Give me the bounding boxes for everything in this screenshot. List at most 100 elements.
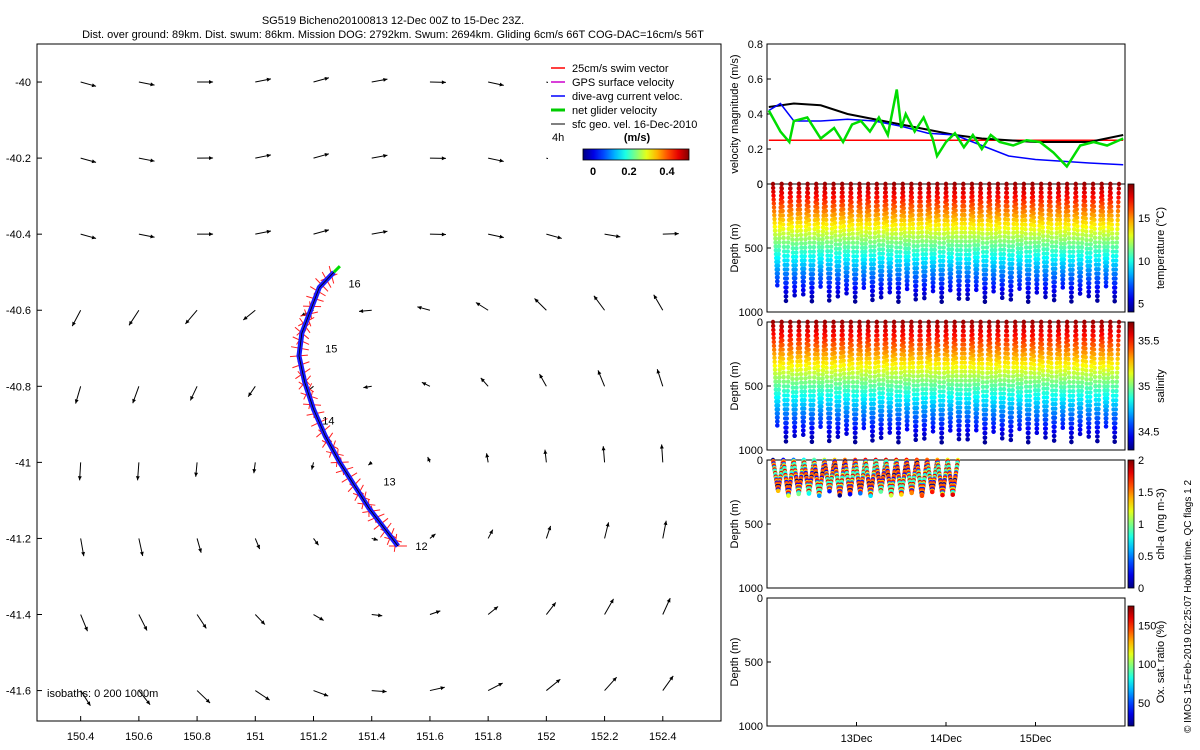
sample-point	[1092, 374, 1098, 380]
sample-point	[1045, 373, 1051, 378]
sample-point	[1013, 340, 1019, 345]
sample-point	[1010, 396, 1015, 402]
sample-point	[901, 348, 907, 354]
sample-point	[1071, 370, 1077, 375]
sample-point	[979, 338, 984, 343]
vector-arrow-head	[480, 377, 485, 383]
sample-point	[795, 224, 800, 230]
sample-point	[911, 383, 916, 388]
sample-point	[811, 379, 817, 385]
sample-point	[810, 416, 815, 421]
sample-point	[842, 249, 848, 254]
sample-point	[798, 358, 803, 364]
sample-point	[1086, 425, 1092, 430]
sample-point	[1096, 402, 1101, 407]
sample-point	[1101, 372, 1107, 377]
sample-point	[770, 181, 776, 187]
sample-point	[920, 378, 925, 383]
sample-point	[928, 366, 933, 371]
sample-point	[845, 401, 850, 406]
sample-point	[965, 437, 970, 442]
sample-point	[846, 228, 852, 233]
sample-point	[815, 356, 820, 361]
legend-colorbar-tick-2: 0.4	[659, 166, 675, 178]
sample-point	[1053, 383, 1059, 389]
sample-point	[1065, 338, 1070, 343]
sample-point	[1116, 319, 1122, 325]
sample-point	[963, 239, 968, 244]
sample-point	[1040, 355, 1045, 360]
sample-point	[814, 335, 820, 341]
sample-point	[945, 374, 951, 379]
sample-point	[875, 194, 880, 200]
sample-point	[1086, 289, 1092, 294]
sample-point	[1103, 420, 1109, 425]
sample-point	[1039, 186, 1044, 191]
sample-point	[935, 195, 941, 200]
sample-point	[1005, 351, 1010, 356]
sample-point	[1030, 336, 1036, 342]
sample-point	[819, 264, 824, 269]
sample-point	[935, 338, 941, 343]
sample-point	[806, 222, 812, 227]
sample-point	[1018, 393, 1024, 399]
sample-point	[819, 392, 825, 397]
sample-point	[1078, 418, 1083, 424]
sample-point	[1044, 404, 1049, 409]
sample-point	[939, 435, 945, 440]
sample-point	[979, 199, 984, 205]
sample-point	[918, 190, 923, 195]
sample-point	[1026, 416, 1032, 422]
sample-point	[962, 355, 967, 361]
sample-point	[832, 359, 838, 364]
sample-point	[930, 429, 936, 434]
sample-point	[944, 336, 949, 341]
sample-point	[905, 414, 910, 420]
sample-point	[888, 417, 893, 422]
sample-point	[1034, 290, 1040, 295]
sample-point	[1092, 235, 1098, 240]
sample-point	[892, 333, 897, 339]
sample-point	[1105, 236, 1111, 242]
sample-point	[868, 383, 873, 388]
sample-point	[1105, 252, 1110, 257]
sample-point	[866, 190, 871, 196]
sample-point	[837, 246, 842, 251]
sample-point	[798, 236, 804, 242]
sample-point	[996, 342, 1001, 347]
sample-point	[923, 251, 929, 257]
sample-point	[1078, 278, 1083, 284]
sample-point	[974, 271, 980, 276]
sample-point	[945, 357, 950, 362]
sample-point	[807, 226, 812, 232]
vector-arrow-head	[310, 465, 315, 470]
sample-point	[935, 319, 940, 325]
sample-point	[909, 195, 915, 200]
sample-point	[965, 428, 971, 433]
sample-point	[932, 395, 937, 400]
sample-point	[1074, 202, 1079, 208]
legend-entry-dac: dive-avg current veloc.	[551, 91, 683, 103]
sample-point	[871, 253, 877, 258]
sample-point	[1044, 395, 1050, 400]
sample-point	[1063, 364, 1068, 369]
sample-point	[849, 356, 855, 362]
sample-point	[876, 220, 881, 226]
sample-point	[987, 181, 992, 187]
sample-point	[996, 194, 1001, 200]
sample-point	[799, 380, 804, 385]
sample-point	[1035, 277, 1040, 283]
sample-point	[773, 244, 778, 249]
sample-point	[1005, 360, 1011, 366]
sample-point	[868, 253, 874, 258]
sample-point	[1101, 367, 1106, 373]
sample-point	[1093, 383, 1098, 389]
sample-point	[1066, 375, 1072, 380]
sample-point	[806, 217, 812, 223]
vector-arrow-head	[543, 449, 548, 454]
sample-point	[932, 255, 937, 261]
sample-point	[863, 368, 869, 374]
sample-point	[866, 333, 871, 338]
sample-point	[794, 228, 800, 234]
sample-point	[1017, 270, 1023, 275]
